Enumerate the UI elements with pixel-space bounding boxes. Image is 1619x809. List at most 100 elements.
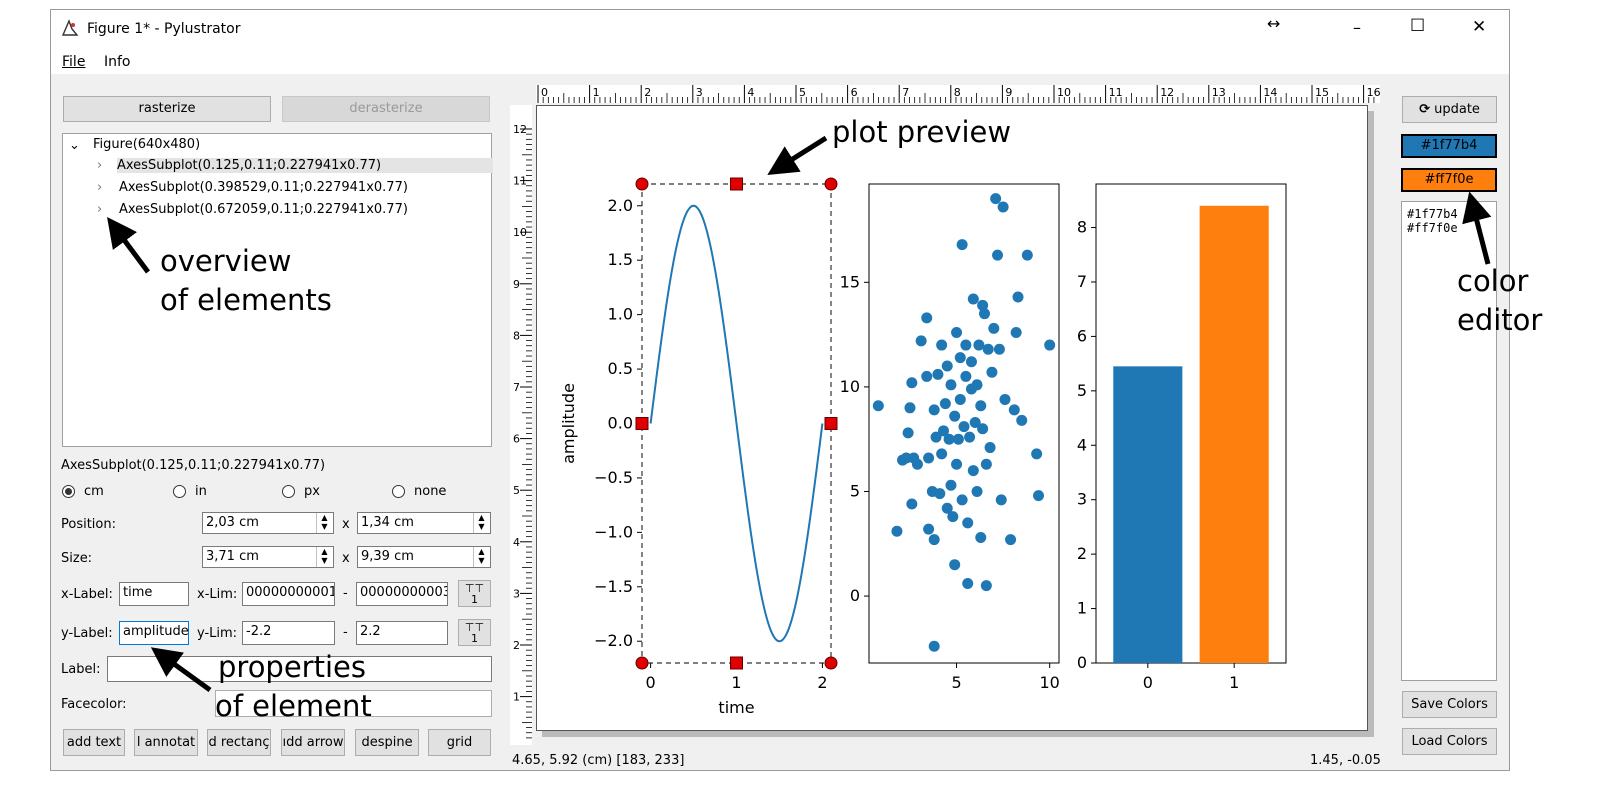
ylim-max-field[interactable]: 2.2 — [356, 621, 448, 645]
y-tick-label: −0.5 — [594, 468, 633, 487]
position-label: Position: — [61, 517, 116, 532]
tree-item[interactable]: AxesSubplot(0.398529,0.11;0.227941x0.77) — [119, 180, 408, 195]
ylabel-field[interactable]: amplitude — [119, 621, 189, 645]
xlim-min-field[interactable]: 00000000001 — [242, 582, 335, 606]
rasterize-button[interactable]: rasterize — [63, 96, 271, 122]
add-arrow-button[interactable]: ıdd arrow — [281, 729, 345, 756]
spinbox-arrows-icon[interactable]: ▲ ▼ — [473, 547, 489, 567]
scatter-point — [930, 431, 942, 443]
annotation-color-1: color — [1457, 264, 1529, 298]
xlabel-field[interactable]: time — [119, 582, 189, 606]
scatter-point — [923, 523, 935, 535]
ruler-label: 1 — [593, 86, 600, 99]
unit-label-in: in — [195, 484, 207, 499]
x-tick-label: 5 — [951, 673, 961, 692]
resize-handle-edge — [730, 177, 743, 191]
minimize-button[interactable]: – — [1353, 18, 1361, 37]
menu-file[interactable]: File — [62, 54, 86, 70]
despine-button[interactable]: despine — [355, 729, 419, 756]
y-tick-label: 0.0 — [608, 414, 633, 433]
scatter-point — [977, 423, 989, 435]
annotation-plot-preview: plot preview — [832, 115, 1012, 149]
scatter-point — [956, 494, 968, 506]
spinbox-arrows-icon[interactable]: ▲ ▼ — [316, 547, 332, 567]
scatter-point — [906, 377, 918, 389]
maximize-button[interactable]: ☐ — [1410, 16, 1426, 36]
status-right: 1.45, -0.05 — [1310, 753, 1381, 768]
chevron-right-icon[interactable]: › — [97, 180, 103, 195]
scatter-point — [1031, 448, 1043, 460]
update-button[interactable]: ⟳ update — [1402, 96, 1497, 123]
y-tick-label: 0 — [1077, 653, 1087, 672]
add-rectangle-button[interactable]: d rectanç — [207, 729, 271, 756]
scatter-point — [1012, 291, 1024, 303]
scatter-point — [958, 421, 970, 433]
close-button[interactable]: ✕ — [1472, 17, 1487, 37]
tree-root[interactable]: Figure(640x480) — [93, 137, 201, 152]
color-swatch-2[interactable]: #ff7f0e — [1401, 168, 1497, 192]
ruler-label: 14 — [1263, 86, 1277, 99]
scatter-point — [964, 431, 976, 443]
add-annotation-button[interactable]: l annotat — [134, 729, 198, 756]
scatter-point — [986, 366, 998, 378]
ylim-reset-icon[interactable]: ⊤⊤ 1 — [458, 619, 491, 646]
annotation-overview-1: overview — [160, 244, 292, 278]
size-w-field[interactable]: 3,71 cm — [202, 546, 334, 568]
y-tick-label: 1 — [1077, 599, 1087, 618]
unit-radio-px[interactable] — [282, 485, 295, 498]
range-dash: - — [343, 586, 348, 601]
chevron-down-icon[interactable]: ⌄ — [69, 138, 80, 153]
xlim-max-field[interactable]: 00000000003 — [356, 582, 448, 606]
app-icon — [61, 19, 79, 37]
scatter-point — [938, 425, 950, 437]
ylim-min-field[interactable]: -2.2 — [242, 621, 335, 645]
tree-item[interactable]: AxesSubplot(0.672059,0.11;0.227941x0.77) — [119, 202, 408, 217]
ruler-label: 0 — [541, 86, 548, 99]
y-tick-label: −1.5 — [594, 577, 633, 596]
scatter-point — [936, 448, 948, 460]
scatter-point — [956, 239, 968, 251]
menu-bar: File Info — [51, 50, 1509, 74]
position-y-field[interactable]: 1,34 cm — [357, 512, 491, 534]
scatter-point — [928, 404, 940, 416]
figure-canvas[interactable]: −2.0 −1.5 −1.0 −0.5 0.0 0.5 1.0 1.5 2.0 0 1 2 time am… — [536, 105, 1368, 731]
chevron-right-icon[interactable]: › — [97, 158, 103, 173]
chevron-right-icon[interactable]: › — [97, 202, 103, 217]
resize-handle-corner — [824, 177, 838, 191]
ruler-label: 8 — [954, 86, 961, 99]
scatter-point — [872, 400, 884, 412]
scatter-point — [936, 339, 948, 351]
xlabel-label: x-Label: — [61, 587, 113, 602]
save-colors-button[interactable]: Save Colors — [1402, 691, 1497, 718]
facecolor-button[interactable] — [215, 690, 492, 717]
xlim-reset-icon[interactable]: ⊤⊤ 1 — [458, 580, 491, 607]
grid-button[interactable]: grid — [428, 729, 491, 756]
scatter-point — [1010, 327, 1022, 339]
unit-radio-none[interactable] — [392, 485, 405, 498]
unit-radio-cm[interactable] — [62, 485, 75, 498]
scatter-point — [1005, 534, 1017, 546]
scatter-point — [954, 393, 966, 405]
y-tick-label: 6 — [1077, 326, 1087, 345]
tree-item[interactable]: AxesSubplot(0.125,0.11;0.227941x0.77) — [117, 158, 494, 173]
status-left: 4.65, 5.92 (cm) [183, 233] — [512, 753, 685, 768]
ruler-label: 5 — [513, 484, 520, 497]
size-h-field[interactable]: 9,39 cm — [357, 546, 491, 568]
load-colors-button[interactable]: Load Colors — [1402, 728, 1497, 755]
spinbox-arrows-icon[interactable]: ▲ ▼ — [473, 513, 489, 533]
spinbox-arrows-icon[interactable]: ▲ ▼ — [316, 513, 332, 533]
color-list-textbox[interactable]: #1f77b4 #ff7f0e — [1401, 201, 1497, 681]
color-swatch-1[interactable]: #1f77b4 — [1401, 134, 1497, 158]
element-tree[interactable]: ⌄ Figure(640x480) › AxesSubplot(0.125,0.… — [62, 133, 494, 447]
derasterize-button[interactable]: derasterize — [282, 96, 490, 122]
scatter-point — [1021, 249, 1033, 261]
ruler-label: 9 — [513, 278, 520, 291]
resize-icon[interactable]: ↔ — [1267, 14, 1281, 33]
unit-radio-in[interactable] — [173, 485, 186, 498]
position-x-field[interactable]: 2,03 cm — [202, 512, 334, 534]
add-text-button[interactable]: add text — [63, 729, 125, 756]
menu-info[interactable]: Info — [104, 54, 131, 70]
scatter-point — [941, 502, 953, 514]
annotation-color-2: editor — [1457, 303, 1543, 337]
scatter-point — [915, 335, 927, 347]
